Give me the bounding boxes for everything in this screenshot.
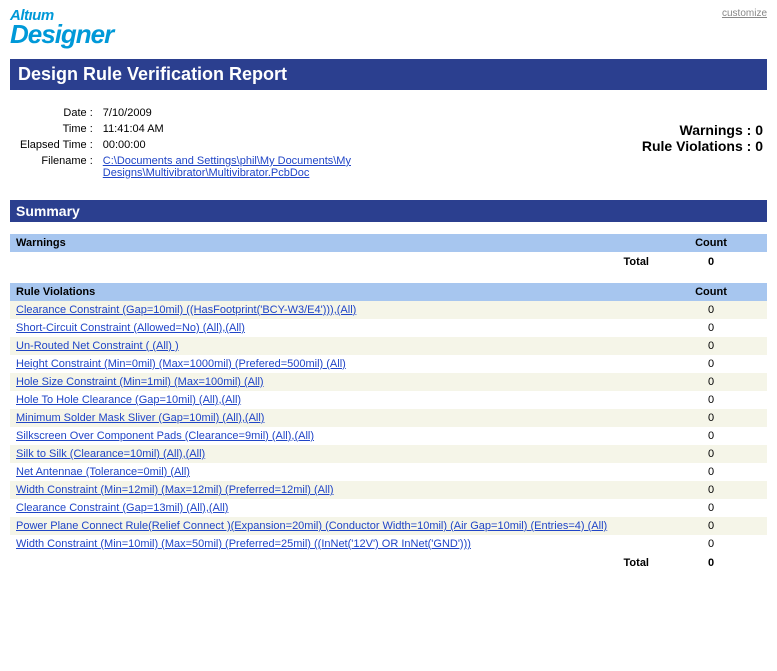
violation-link[interactable]: Minimum Solder Mask Sliver (Gap=10mil) (… <box>16 412 264 424</box>
violation-count: 0 <box>655 355 767 373</box>
violation-link[interactable]: Hole To Hole Clearance (Gap=10mil) (All)… <box>16 394 241 406</box>
table-row: Clearance Constraint (Gap=13mil) (All),(… <box>10 499 767 517</box>
summary-header: Summary <box>10 200 767 222</box>
warnings-count: 0 <box>755 122 763 138</box>
violations-col-name: Rule Violations <box>10 283 655 301</box>
violation-count: 0 <box>655 445 767 463</box>
table-row: Power Plane Connect Rule(Relief Connect … <box>10 517 767 535</box>
meta-time-label: Time : <box>16 122 97 136</box>
violation-count: 0 <box>655 409 767 427</box>
violations-count: 0 <box>755 138 763 154</box>
top-bar: Altıum Designer customize <box>10 8 767 53</box>
warnings-col-name: Warnings <box>10 234 655 252</box>
meta-date-label: Date : <box>16 106 97 120</box>
violations-total-value: 0 <box>655 553 767 572</box>
table-row: Short-Circuit Constraint (Allowed=No) (A… <box>10 319 767 337</box>
violation-link[interactable]: Clearance Constraint (Gap=13mil) (All),(… <box>16 502 228 514</box>
table-row: Hole To Hole Clearance (Gap=10mil) (All)… <box>10 391 767 409</box>
warnings-total-label: Total <box>10 252 655 271</box>
violation-count: 0 <box>655 337 767 355</box>
table-row: Silkscreen Over Component Pads (Clearanc… <box>10 427 767 445</box>
report-title: Design Rule Verification Report <box>10 59 767 90</box>
meta-table: Date : 7/10/2009 Time : 11:41:04 AM Elap… <box>14 104 409 182</box>
violation-link[interactable]: Silk to Silk (Clearance=10mil) (All),(Al… <box>16 448 205 460</box>
table-row: Minimum Solder Mask Sliver (Gap=10mil) (… <box>10 409 767 427</box>
meta-filename-label: Filename : <box>16 154 97 180</box>
meta-elapsed-label: Elapsed Time : <box>16 138 97 152</box>
violations-col-count: Count <box>655 283 767 301</box>
table-row: Height Constraint (Min=0mil) (Max=1000mi… <box>10 355 767 373</box>
meta-filename-link[interactable]: C:\Documents and Settings\phil\My Docume… <box>103 155 351 179</box>
meta-time-value: 11:41:04 AM <box>99 122 407 136</box>
violation-count: 0 <box>655 463 767 481</box>
violation-link[interactable]: Un-Routed Net Constraint ( (All) ) <box>16 340 179 352</box>
violation-link[interactable]: Silkscreen Over Component Pads (Clearanc… <box>16 430 314 442</box>
violation-count: 0 <box>655 301 767 319</box>
meta-elapsed-value: 00:00:00 <box>99 138 407 152</box>
violation-count: 0 <box>655 481 767 499</box>
customize-link[interactable]: customize <box>722 8 767 19</box>
violation-link[interactable]: Power Plane Connect Rule(Relief Connect … <box>16 520 607 532</box>
table-row: Hole Size Constraint (Min=1mil) (Max=100… <box>10 373 767 391</box>
violations-total-label: Total <box>10 553 655 572</box>
violation-count: 0 <box>655 517 767 535</box>
violation-link[interactable]: Width Constraint (Min=12mil) (Max=12mil)… <box>16 484 334 496</box>
meta-date-value: 7/10/2009 <box>99 106 407 120</box>
warnings-col-count: Count <box>655 234 767 252</box>
logo-bottom: Designer <box>10 23 113 45</box>
violation-count: 0 <box>655 391 767 409</box>
table-row: Un-Routed Net Constraint ( (All) ) 0 <box>10 337 767 355</box>
warnings-total-value: 0 <box>655 252 767 271</box>
warnings-label: Warnings : <box>680 122 752 138</box>
table-row: Silk to Silk (Clearance=10mil) (All),(Al… <box>10 445 767 463</box>
violation-link[interactable]: Net Antennae (Tolerance=0mil) (All) <box>16 466 190 478</box>
meta-section: Date : 7/10/2009 Time : 11:41:04 AM Elap… <box>10 90 767 194</box>
violation-link[interactable]: Height Constraint (Min=0mil) (Max=1000mi… <box>16 358 346 370</box>
violations-table: Rule Violations Count Clearance Constrai… <box>10 283 767 572</box>
table-row: Width Constraint (Min=12mil) (Max=12mil)… <box>10 481 767 499</box>
warnings-table: Warnings Count Total 0 <box>10 234 767 271</box>
violation-count: 0 <box>655 535 767 553</box>
violation-link[interactable]: Clearance Constraint (Gap=10mil) ((HasFo… <box>16 304 356 316</box>
violation-count: 0 <box>655 373 767 391</box>
violation-link[interactable]: Short-Circuit Constraint (Allowed=No) (A… <box>16 322 245 334</box>
table-row: Clearance Constraint (Gap=10mil) ((HasFo… <box>10 301 767 319</box>
violation-link[interactable]: Hole Size Constraint (Min=1mil) (Max=100… <box>16 376 264 388</box>
table-row: Width Constraint (Min=10mil) (Max=50mil)… <box>10 535 767 553</box>
table-row: Net Antennae (Tolerance=0mil) (All) 0 <box>10 463 767 481</box>
stats-block: Warnings : 0 Rule Violations : 0 <box>642 104 763 154</box>
logo: Altıum Designer <box>10 8 113 53</box>
violation-count: 0 <box>655 319 767 337</box>
violation-count: 0 <box>655 427 767 445</box>
violation-link[interactable]: Width Constraint (Min=10mil) (Max=50mil)… <box>16 538 471 550</box>
violations-label: Rule Violations : <box>642 138 751 154</box>
violation-count: 0 <box>655 499 767 517</box>
